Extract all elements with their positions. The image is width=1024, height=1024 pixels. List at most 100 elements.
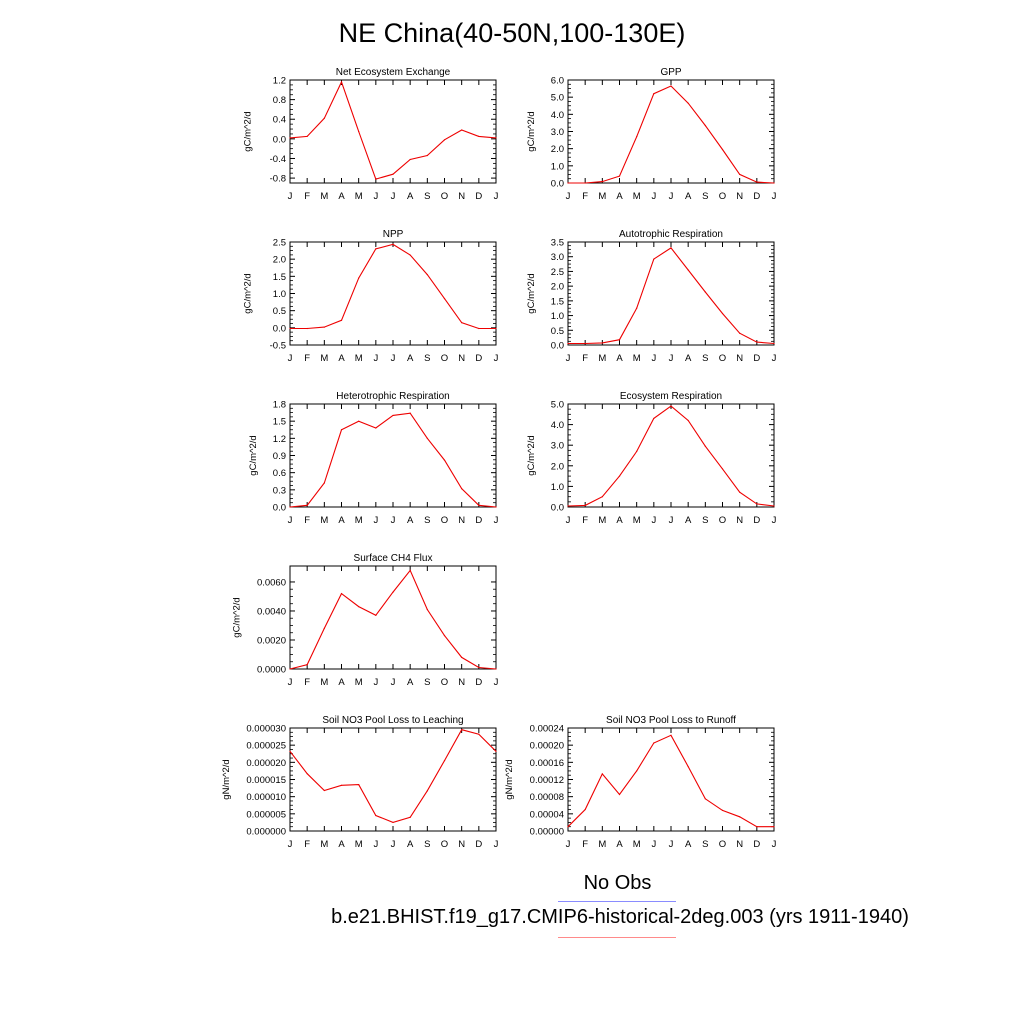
data-point	[739, 491, 741, 493]
data-point	[426, 608, 428, 611]
x-tick-label: J	[288, 515, 293, 526]
data-point	[687, 419, 689, 422]
series-line	[568, 85, 775, 184]
data-point	[584, 182, 586, 184]
y-axis-label: gN/m^2/d	[504, 759, 515, 799]
x-tick-label: O	[719, 839, 726, 850]
data-point	[289, 137, 291, 139]
x-tick-label: J	[669, 353, 674, 364]
data-point	[323, 482, 325, 484]
panel-title: Heterotrophic Respiration	[336, 391, 449, 402]
y-tick-label: -0.4	[270, 154, 286, 165]
y-tick-label: 0.0	[273, 503, 286, 514]
data-point	[687, 102, 689, 104]
x-tick-label: O	[719, 515, 726, 526]
data-point	[478, 135, 480, 138]
data-point	[636, 307, 638, 309]
data-point	[306, 135, 308, 138]
data-point	[443, 459, 446, 461]
x-tick-label: A	[685, 839, 692, 850]
x-tick-label: A	[338, 353, 345, 364]
data-point	[756, 341, 758, 343]
x-tick-label: M	[633, 515, 641, 526]
data-point	[584, 342, 586, 345]
x-tick-label: F	[582, 515, 588, 526]
y-axis-label: gC/m^2/d	[232, 597, 243, 637]
x-tick-label: O	[441, 839, 448, 850]
x-tick-label: A	[685, 515, 692, 526]
data-point	[392, 173, 394, 175]
data-point	[392, 414, 394, 417]
data-point	[306, 327, 308, 330]
y-tick-label: 0.0000	[257, 665, 286, 676]
y-tick-label: 6.0	[551, 76, 564, 87]
y-tick-label: 1.5	[273, 272, 286, 283]
x-tick-label: S	[424, 839, 430, 850]
data-point	[687, 766, 689, 768]
data-point	[601, 773, 603, 775]
data-point	[443, 298, 446, 300]
x-tick-label: S	[424, 677, 430, 688]
x-tick-label: A	[407, 677, 414, 688]
y-tick-label: 0.000015	[246, 775, 286, 786]
data-point	[721, 148, 724, 151]
x-tick-label: F	[582, 353, 588, 364]
data-point	[567, 826, 569, 828]
data-point	[739, 332, 741, 334]
y-tick-label: 1.5	[551, 296, 564, 307]
panel-title: Soil NO3 Pool Loss to Leaching	[322, 715, 463, 726]
data-point	[340, 319, 343, 321]
data-point	[653, 93, 655, 95]
data-point	[289, 506, 291, 508]
x-tick-label: J	[494, 515, 499, 526]
x-tick-label: M	[633, 191, 641, 202]
data-point	[495, 750, 497, 752]
y-tick-label: 0.0	[551, 503, 564, 514]
y-tick-label: 1.0	[551, 161, 564, 172]
plot-frame	[567, 727, 775, 832]
x-tick-label: A	[616, 839, 623, 850]
data-point	[773, 505, 775, 507]
x-tick-label: F	[304, 515, 310, 526]
series-line	[290, 243, 496, 330]
data-point	[478, 327, 480, 330]
y-tick-label: 3.5	[551, 238, 564, 249]
x-tick-label: D	[753, 191, 760, 202]
data-point	[670, 85, 672, 87]
data-point	[409, 816, 411, 818]
data-point	[289, 668, 291, 670]
y-tick-label: 0.00012	[530, 775, 564, 786]
series-line	[289, 80, 497, 180]
y-tick-label: 0.5	[551, 326, 564, 337]
y-tick-label: 1.0	[551, 311, 564, 322]
x-tick-label: J	[373, 353, 378, 364]
data-point	[495, 327, 497, 330]
data-point	[584, 808, 586, 811]
x-tick-label: S	[424, 353, 430, 364]
x-tick-label: D	[753, 353, 760, 364]
data-point	[443, 635, 446, 637]
y-tick-label: 0.00020	[530, 741, 564, 752]
x-tick-label: O	[441, 191, 448, 202]
y-tick-label: 0.0	[551, 179, 564, 190]
x-tick-label: D	[475, 839, 482, 850]
y-tick-label: 0.6	[273, 468, 286, 479]
legend-model-line	[558, 937, 676, 938]
data-point	[687, 269, 689, 271]
y-axis-label: gC/m^2/d	[242, 111, 253, 151]
data-point	[567, 182, 569, 184]
x-tick-label: J	[566, 515, 571, 526]
x-tick-label: J	[651, 515, 656, 526]
x-tick-label: J	[772, 353, 777, 364]
y-tick-label: 1.0	[551, 482, 564, 493]
x-tick-label: A	[407, 515, 414, 526]
x-tick-label: M	[598, 353, 606, 364]
data-point	[670, 734, 672, 736]
y-tick-label: 0.0	[551, 341, 564, 352]
